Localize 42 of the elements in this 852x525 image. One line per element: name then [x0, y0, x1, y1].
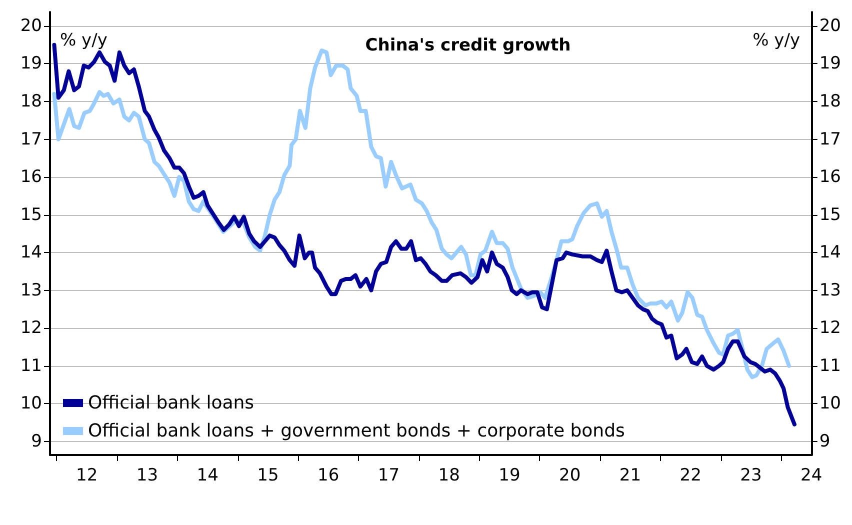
y-tick-label: 11 [20, 356, 42, 376]
y-tick-label: 16 [20, 167, 42, 188]
y2-tick-label: 13 [819, 280, 842, 300]
x-tick-label: 18 [438, 466, 460, 486]
y-tick-label: 15 [20, 204, 42, 225]
y2-axis-title: % y/y [752, 30, 800, 50]
y2-tick-label: 15 [819, 204, 842, 225]
y2-tick-label: 10 [819, 394, 842, 414]
x-tick-label: 22 [680, 466, 702, 486]
x-tick-label: 21 [619, 466, 642, 486]
x-tick-label: 23 [740, 466, 762, 486]
y2-tick-label: 11 [819, 356, 842, 376]
y2-tick-label: 17 [819, 129, 842, 150]
x-tick-label: 15 [257, 466, 279, 486]
x-tick-label: 16 [318, 466, 340, 486]
y-tick-label: 9 [31, 431, 42, 452]
y2-tick-label: 18 [819, 92, 842, 112]
y2-tick-label: 14 [819, 242, 842, 263]
x-tick-label: 17 [378, 466, 400, 486]
y-tick-label: 13 [20, 280, 42, 300]
x-tick-label: 20 [559, 466, 581, 486]
y2-tick-label: 16 [819, 167, 842, 188]
y-tick-label: 20 [20, 16, 42, 36]
y2-tick-label: 19 [819, 54, 842, 74]
x-tick-label: 14 [196, 466, 218, 486]
y-tick-label: 10 [20, 394, 42, 414]
x-tick-label: 19 [498, 466, 520, 486]
x-tick-label: 12 [76, 466, 98, 486]
x-tick-label: 24 [800, 466, 822, 486]
legend-label: Official bank loans [88, 392, 254, 414]
x-tick-label: 13 [136, 466, 158, 486]
y2-tick-label: 12 [819, 318, 842, 338]
legend-label: Official bank loans + government bonds + corporate bonds [88, 420, 625, 442]
y2-tick-label: 9 [819, 431, 830, 452]
text: China's credit growth [365, 36, 571, 56]
y-tick-label: 17 [20, 129, 42, 150]
y-tick-label: 14 [20, 242, 42, 263]
y2-tick-label: 20 [819, 16, 842, 36]
y-tick-label: 19 [20, 54, 42, 74]
y-tick-label: 12 [20, 318, 42, 338]
y-axis-title: % y/y [60, 30, 108, 50]
y-tick-label: 18 [20, 92, 42, 112]
